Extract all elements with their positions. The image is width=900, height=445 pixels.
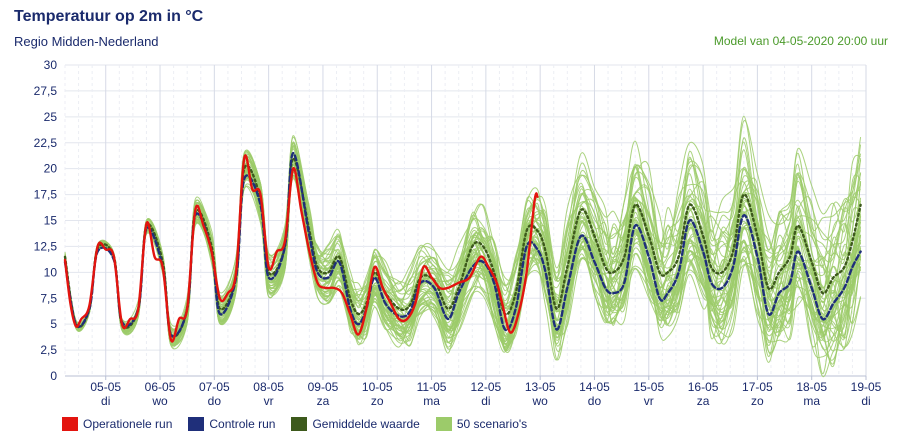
y-tick-label: 27,5 (34, 84, 58, 98)
y-tick-label: 0 (50, 369, 57, 383)
x-tick-date: 09-05 (308, 380, 339, 394)
x-tick-date: 05-05 (90, 380, 121, 394)
chart-subtitle: Regio Midden-Nederland (14, 34, 159, 49)
x-tick-weekday: di (481, 394, 490, 408)
y-tick-label: 2,5 (40, 343, 57, 357)
legend-label-mean: Gemiddelde waarde (312, 417, 420, 431)
legend-item-mean[interactable]: Gemiddelde waarde (291, 417, 420, 431)
x-tick-weekday: do (588, 394, 602, 408)
y-tick-label: 17,5 (34, 188, 58, 202)
x-tick-weekday: ma (803, 394, 820, 408)
x-tick-weekday: za (697, 394, 710, 408)
x-tick-weekday: za (317, 394, 330, 408)
x-tick-date: 10-05 (362, 380, 393, 394)
x-tick-date: 19-05 (851, 380, 882, 394)
legend-item-scenarios[interactable]: 50 scenario's (435, 417, 528, 431)
legend-swatch-control (188, 417, 205, 431)
x-tick-weekday: di (861, 394, 870, 408)
model-note: Model van 04-05-2020 20:00 uur (713, 34, 888, 48)
x-tick-weekday: wo (151, 394, 168, 408)
x-tick-weekday: zo (371, 394, 384, 408)
x-tick-date: 12-05 (471, 380, 502, 394)
x-tick-date: 13-05 (525, 380, 556, 394)
legend-item-control[interactable]: Controle run (188, 417, 275, 431)
scenario-line (64, 176, 862, 367)
x-tick-weekday: di (101, 394, 110, 408)
x-tick-date: 14-05 (579, 380, 610, 394)
legend-label-operational: Operationele run (83, 417, 173, 431)
x-tick-date: 17-05 (742, 380, 773, 394)
legend-label-control: Controle run (209, 417, 276, 431)
x-tick-weekday: zo (751, 394, 764, 408)
y-tick-label: 20 (44, 162, 58, 176)
x-tick-date: 15-05 (633, 380, 664, 394)
series-line-operational (63, 154, 539, 343)
x-tick-date: 08-05 (253, 380, 284, 394)
x-tick-date: 06-05 (145, 380, 176, 394)
x-tick-weekday: wo (531, 394, 548, 408)
legend-item-operational[interactable]: Operationele run (62, 417, 172, 431)
legend-label-scenarios: 50 scenario's (456, 417, 528, 431)
y-tick-label: 25 (44, 110, 58, 124)
x-tick-weekday: do (208, 394, 222, 408)
y-tick-label: 10 (44, 265, 58, 279)
x-tick-date: 11-05 (417, 380, 447, 394)
legend-swatch-scenarios (435, 417, 452, 431)
legend-swatch-mean (291, 417, 308, 431)
x-tick-date: 18-05 (796, 380, 827, 394)
y-tick-label: 12,5 (34, 239, 58, 253)
chart-title: Temperatuur op 2m in °C (14, 8, 204, 25)
y-tick-label: 22,5 (34, 136, 58, 150)
y-tick-label: 5 (50, 317, 57, 331)
x-tick-date: 16-05 (688, 380, 719, 394)
x-tick-weekday: vr (264, 394, 274, 408)
scenario-line (64, 156, 862, 338)
y-tick-label: 30 (44, 58, 58, 72)
x-tick-weekday: ma (423, 394, 440, 408)
x-tick-date: 07-05 (199, 380, 230, 394)
chart-legend: Operationele run Controle run Gemiddelde… (62, 417, 527, 431)
y-tick-label: 7,5 (40, 291, 57, 305)
x-tick-weekday: vr (644, 394, 654, 408)
legend-swatch-operational (62, 417, 78, 431)
y-tick-label: 15 (44, 214, 58, 228)
